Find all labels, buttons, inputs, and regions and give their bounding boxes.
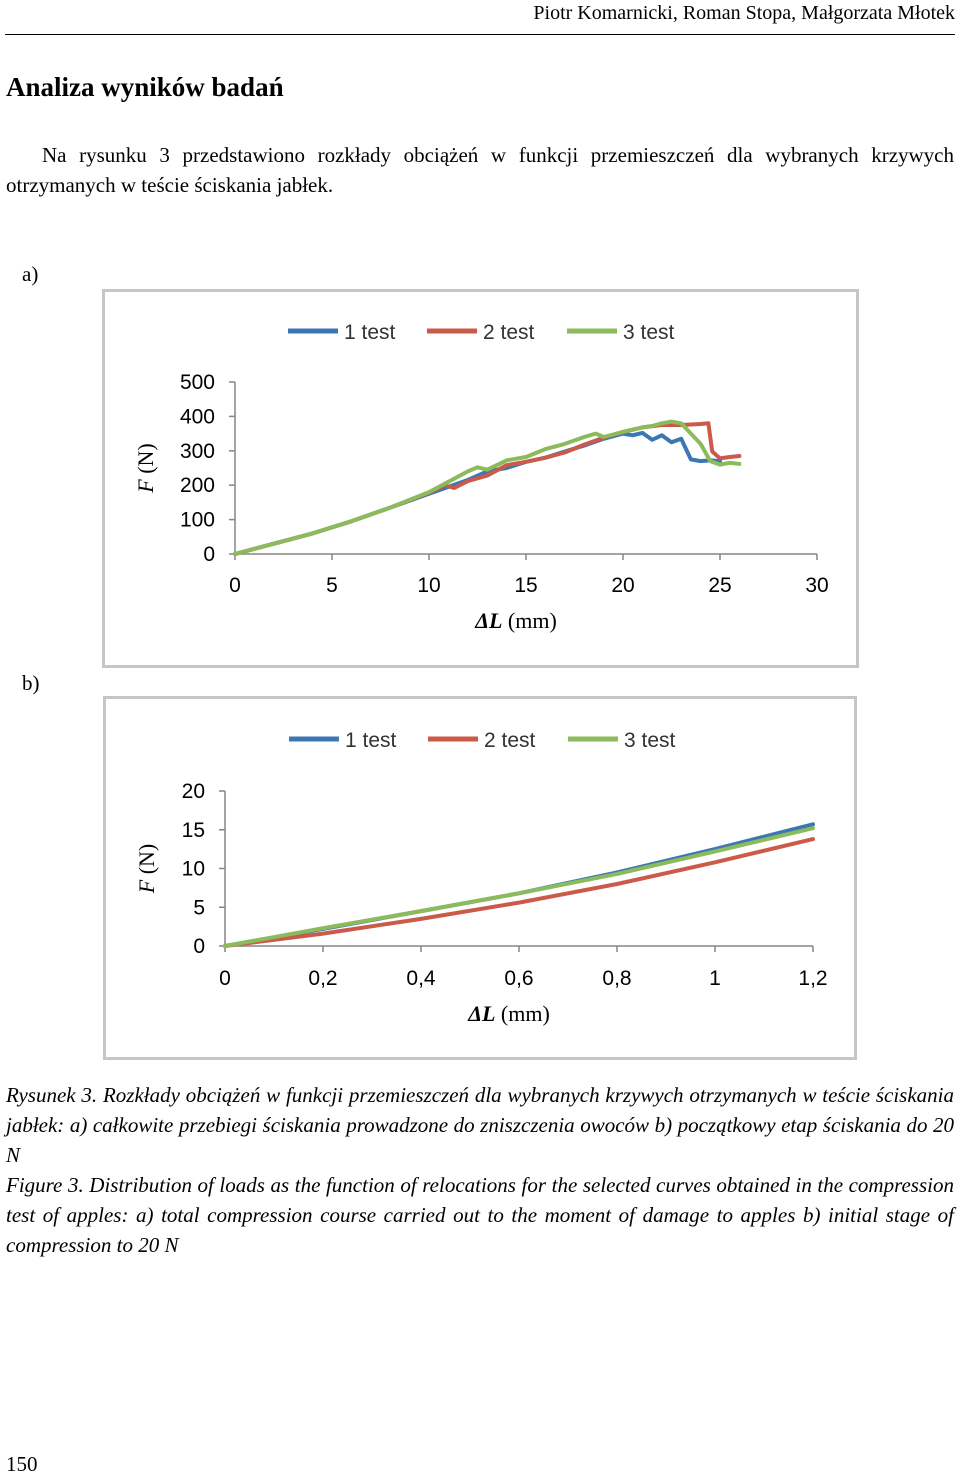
chart-a-svg: 0 100 200 300 400 500 0 5 10 15 20 25 30 ΔL (mm) F (N)… bbox=[133, 321, 829, 633]
caption-pl-label: Rysunek 3. bbox=[6, 1083, 98, 1107]
chart-a-legend-label-2: 2 test bbox=[483, 321, 535, 344]
chart-b-series-1-line bbox=[223, 822, 815, 948]
chart-b-y-axis-title: F (N) bbox=[134, 844, 159, 895]
chart-b-x-tick-label: 0 bbox=[219, 967, 231, 990]
chart-a-y-tick-label: 400 bbox=[180, 405, 215, 428]
panel-label-a: a) bbox=[22, 262, 39, 286]
chart-b-x-tick-label: 0,8 bbox=[602, 967, 631, 990]
chart-b-x-tick-label: 0,6 bbox=[504, 967, 533, 990]
chart-a-x-tick-label: 30 bbox=[805, 574, 828, 597]
chart-b-x-tick-label: 1,2 bbox=[798, 967, 827, 990]
chart-b-y-tick-label: 5 bbox=[193, 896, 205, 919]
chart-b-y-tick-label: 10 bbox=[182, 858, 205, 881]
chart-a-y-tick-label: 300 bbox=[180, 440, 215, 463]
chart-a-x-tick-label: 0 bbox=[229, 574, 241, 597]
chart-a-legend-label-1: 1 test bbox=[344, 321, 396, 344]
chart-b-x-tick-label: 0,4 bbox=[406, 967, 436, 990]
chart-b-x-axis-title: ΔL (mm) bbox=[467, 1001, 550, 1026]
chart-a-y-tick-label: 0 bbox=[203, 543, 215, 566]
chart-a-x-tick-label: 5 bbox=[326, 574, 338, 597]
panel-label-b: b) bbox=[22, 671, 40, 695]
chart-b-legend-label-3: 3 test bbox=[624, 729, 676, 752]
chart-a-y-tick-label: 500 bbox=[180, 371, 215, 394]
chart-a-x-axis-title: ΔL (mm) bbox=[474, 608, 557, 633]
chart-a: 0 100 200 300 400 500 0 5 10 15 20 25 30 ΔL (mm) F (N)… bbox=[102, 289, 859, 668]
running-header: Piotr Komarnicki, Roman Stopa, Małgorzat… bbox=[5, 0, 955, 35]
body-paragraph: Na rysunku 3 przedstawiono rozkłady obci… bbox=[6, 143, 954, 197]
chart-a-x-tick-label: 20 bbox=[611, 574, 634, 597]
chart-a-y-tick-label: 100 bbox=[180, 509, 215, 532]
chart-b-y-tick-label: 20 bbox=[182, 780, 205, 803]
caption-pl-text: Rozkłady obciążeń w funkcji przemieszcze… bbox=[6, 1083, 954, 1167]
chart-a-y-tick-label: 200 bbox=[180, 474, 215, 497]
chart-b-y-tick-label: 15 bbox=[182, 819, 205, 842]
chart-b-x-tick-label: 0,2 bbox=[308, 967, 337, 990]
header-authors: Piotr Komarnicki, Roman Stopa, Małgorzat… bbox=[533, 2, 955, 24]
chart-b: 0 5 10 15 20 0 0,2 0,4 0,6 0,8 1 1,2 ΔL (mm) F (N) 1 t… bbox=[103, 696, 857, 1060]
chart-b-legend-label-2: 2 test bbox=[484, 729, 536, 752]
caption-en-text: Distribution of loads as the function of… bbox=[6, 1173, 954, 1257]
caption-pl: Rysunek 3. Rozkłady obciążeń w funkcji p… bbox=[6, 1080, 954, 1170]
chart-a-x-tick-label: 25 bbox=[708, 574, 731, 597]
chart-a-legend-label-3: 3 test bbox=[623, 321, 675, 344]
chart-b-series-2-line bbox=[223, 837, 815, 948]
chart-a-x-tick-label: 10 bbox=[417, 574, 440, 597]
chart-a-x-tick-label: 15 bbox=[514, 574, 537, 597]
chart-a-y-axis-title: F (N) bbox=[133, 443, 158, 494]
chart-b-x-tick-label: 1 bbox=[709, 967, 721, 990]
section-title: Analiza wyników badań bbox=[6, 72, 284, 102]
caption-en-label: Figure 3. bbox=[6, 1173, 84, 1197]
chart-b-legend-label-1: 1 test bbox=[345, 729, 397, 752]
chart-b-series-3-line bbox=[223, 826, 815, 948]
caption-en: Figure 3. Distribution of loads as the f… bbox=[6, 1170, 954, 1260]
chart-a-series-3-line bbox=[233, 419, 742, 556]
chart-b-y-tick-label: 0 bbox=[193, 935, 205, 958]
chart-b-svg: 0 5 10 15 20 0 0,2 0,4 0,6 0,8 1 1,2 ΔL (mm) F (N) 1 t… bbox=[134, 729, 828, 1026]
page-number: 150 bbox=[6, 1452, 38, 1476]
